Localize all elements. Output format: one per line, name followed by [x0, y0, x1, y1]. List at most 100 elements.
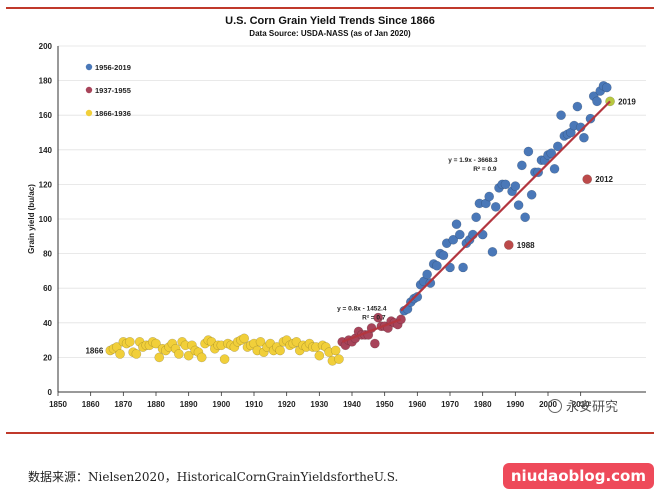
y-axis-label: Grain yield (bu/ac): [27, 184, 36, 254]
data-point: [448, 234, 459, 245]
data-point: [546, 148, 557, 159]
y-tick-label: 40: [43, 319, 52, 328]
trendline-equation: y = 1.9x - 3668.3: [448, 157, 498, 164]
wechat-watermark: 永安研究: [548, 396, 618, 415]
data-point: [115, 349, 125, 359]
x-tick-label: 1970: [441, 400, 459, 409]
data-point: [422, 269, 432, 280]
trendline-equation: R² = 0.9: [473, 166, 497, 173]
data-point: [151, 338, 161, 349]
point-annotation: 2019: [618, 97, 636, 106]
data-point: [370, 338, 380, 349]
data-point: [125, 336, 135, 347]
y-tick-label: 140: [39, 146, 53, 155]
legend-marker: [85, 63, 93, 71]
data-point: [500, 179, 511, 190]
trendline-equation: R² = 0.7: [362, 315, 386, 322]
data-point: [526, 189, 537, 200]
y-tick-label: 100: [39, 215, 53, 224]
wechat-icon: [548, 399, 562, 413]
data-point: [334, 354, 344, 364]
legend-marker: [85, 86, 93, 94]
data-point: [503, 240, 514, 250]
data-point: [255, 336, 266, 347]
yield-chart: U.S. Corn Grain Yield Trends Since 1866 D…: [6, 7, 654, 434]
trend-line: [341, 318, 402, 343]
data-point: [183, 350, 194, 361]
x-tick-label: 1860: [82, 400, 100, 409]
data-point: [572, 101, 583, 112]
data-point: [412, 292, 423, 302]
point-annotation: 1988: [517, 241, 535, 250]
data-point: [523, 146, 534, 157]
legend-label: 1956-2019: [95, 63, 131, 72]
chart-subtitle: Data Source: USDA-NASS (as of Jan 2020): [249, 29, 411, 38]
x-tick-label: 1910: [245, 400, 263, 409]
data-point: [425, 278, 436, 288]
data-point: [592, 96, 602, 107]
legend-marker: [85, 109, 93, 117]
data-point: [549, 163, 560, 174]
chart-title: U.S. Corn Grain Yield Trends Since 1866: [225, 15, 435, 27]
data-point: [275, 345, 285, 356]
data-point: [582, 174, 593, 185]
data-point: [451, 219, 462, 230]
wechat-watermark-text: 永安研究: [566, 400, 619, 415]
data-point: [487, 247, 498, 257]
data-point: [510, 181, 521, 191]
point-annotation: 2012: [595, 175, 613, 184]
data-point: [490, 202, 501, 212]
data-point: [471, 212, 481, 223]
data-point: [517, 160, 527, 171]
x-tick-label: 1930: [310, 400, 328, 409]
data-point: [552, 141, 563, 152]
trendline-equation: y = 0.8x - 1452.4: [337, 306, 387, 313]
y-tick-label: 0: [48, 388, 53, 397]
data-point: [330, 345, 341, 356]
data-point: [556, 110, 566, 121]
data-point: [314, 350, 325, 361]
y-tick-label: 120: [39, 180, 53, 189]
x-tick-label: 1950: [376, 400, 394, 409]
y-tick-label: 160: [39, 111, 53, 120]
y-tick-label: 180: [39, 77, 53, 86]
x-tick-label: 1920: [278, 400, 296, 409]
x-tick-label: 1870: [114, 400, 132, 409]
x-tick-label: 1990: [506, 400, 524, 409]
x-tick-label: 1880: [147, 400, 165, 409]
data-point: [373, 312, 383, 323]
data-point: [438, 250, 449, 261]
y-tick-label: 200: [39, 42, 53, 51]
y-tick-label: 80: [43, 250, 52, 259]
x-tick-label: 1850: [49, 400, 67, 409]
point-annotation: 1866: [85, 346, 103, 355]
legend-label: 1937-1955: [95, 86, 131, 95]
data-point: [196, 352, 207, 363]
data-point: [513, 200, 524, 211]
data-point: [454, 229, 465, 240]
x-tick-label: 1980: [474, 400, 492, 409]
chart-frame: U.S. Corn Grain Yield Trends Since 1866 D…: [6, 7, 654, 434]
x-tick-label: 1960: [408, 400, 426, 409]
data-point: [601, 82, 612, 93]
x-tick-label: 2010: [572, 400, 590, 409]
data-point: [131, 349, 142, 359]
source-text: 数据来源：Nielsen2020，HistoricalCornGrainYiel…: [28, 470, 399, 484]
data-point: [239, 333, 250, 344]
trend-line: [400, 100, 611, 312]
data-point: [432, 260, 442, 271]
x-tick-label: 1890: [180, 400, 198, 409]
site-watermark: niudaoblog.com: [502, 463, 654, 489]
y-tick-label: 20: [43, 353, 52, 362]
y-tick-label: 60: [43, 284, 52, 293]
data-point: [458, 262, 468, 273]
x-tick-label: 1900: [212, 400, 230, 409]
data-point: [154, 352, 165, 363]
data-point: [579, 132, 589, 143]
data-point: [520, 212, 530, 223]
x-tick-label: 1940: [343, 400, 361, 409]
legend-label: 1866-1936: [95, 109, 131, 118]
data-point: [174, 349, 184, 359]
data-point: [484, 191, 495, 202]
data-point: [585, 113, 596, 124]
